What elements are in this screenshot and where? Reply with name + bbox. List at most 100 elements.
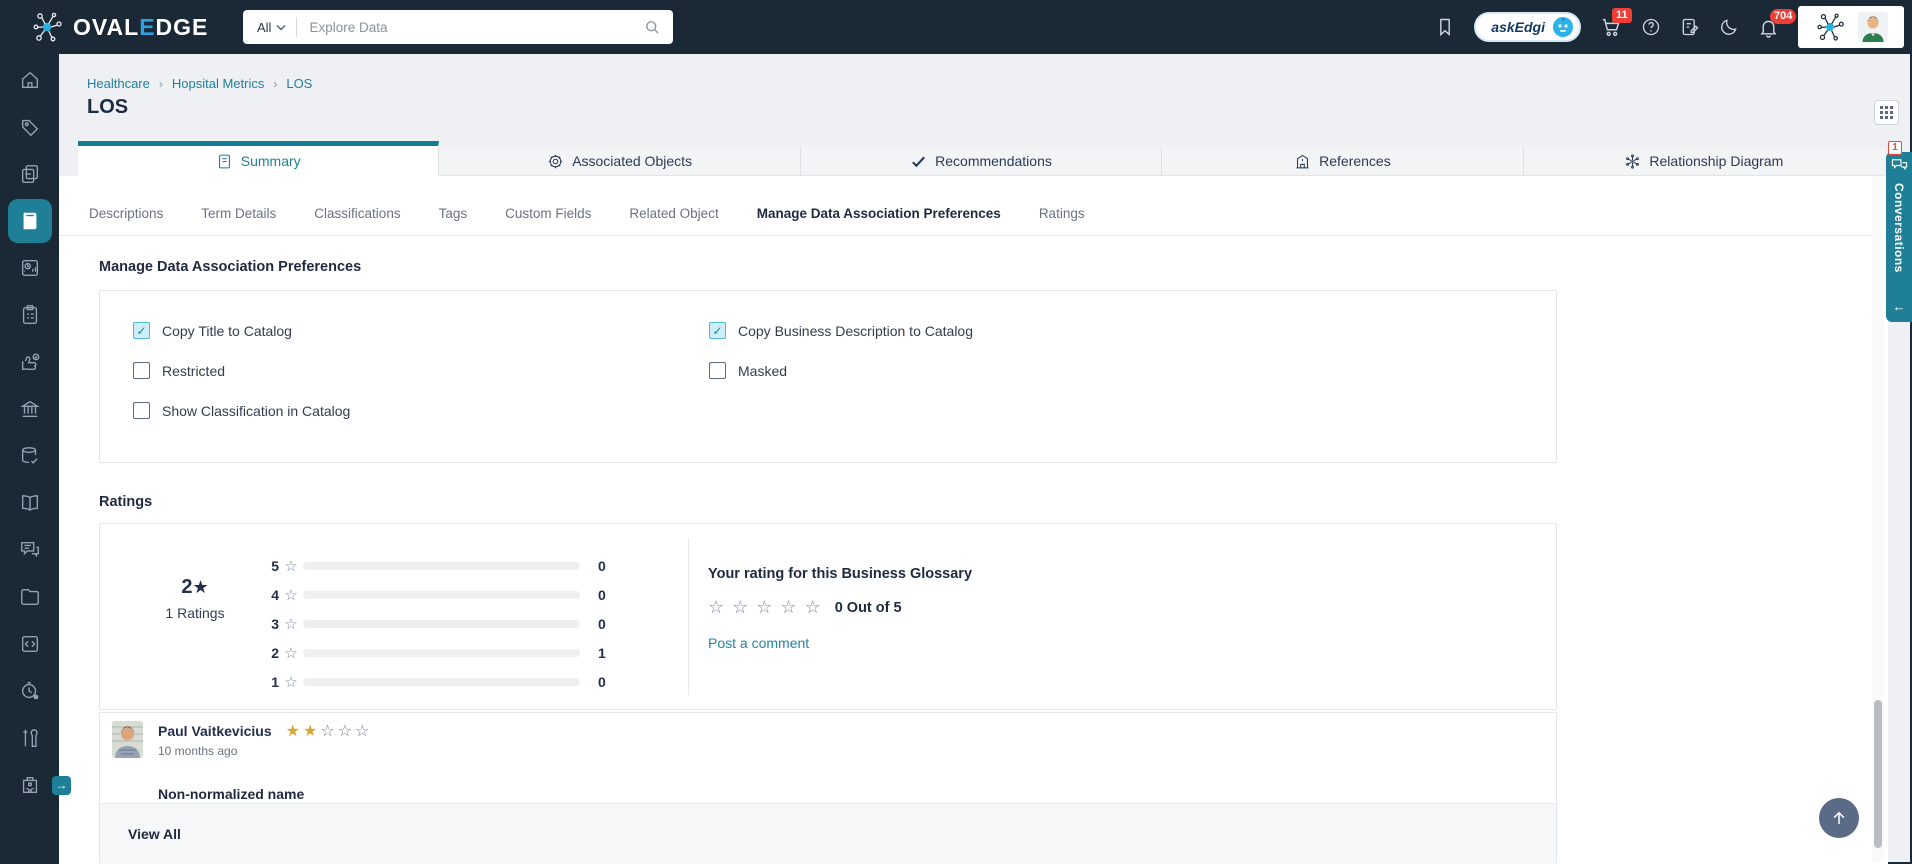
subtab-classifications[interactable]: Classifications (314, 206, 401, 221)
conversations-tab[interactable]: Conversations ← (1886, 152, 1912, 322)
star-icon: ★ (192, 577, 209, 597)
review-main: Paul Vaitkevicius ★★☆☆☆ 10 months ago (158, 721, 372, 758)
sidebar-item-scheduler[interactable] (0, 667, 59, 714)
your-rating-star-5[interactable]: ☆ (804, 597, 821, 617)
reviewer-name[interactable]: Paul Vaitkevicius (158, 723, 272, 739)
review-star-1: ★ (285, 723, 303, 740)
bookmark-icon[interactable] (1435, 17, 1455, 37)
checkbox-restricted[interactable]: ✓Restricted (133, 359, 709, 382)
tools-icon (19, 727, 41, 749)
sidebar-item-tools[interactable] (0, 714, 59, 761)
sidebar-item-governance[interactable] (0, 385, 59, 432)
sidebar-item-data-check[interactable] (0, 432, 59, 479)
subtab-custom-fields[interactable]: Custom Fields (505, 206, 592, 221)
apps-grid-icon[interactable] (1874, 100, 1899, 125)
tab-summary[interactable]: Summary (78, 141, 440, 176)
subtab-descriptions[interactable]: Descriptions (89, 206, 164, 221)
scrollbar-thumb[interactable] (1874, 700, 1882, 848)
notifications-badge: 704 (1770, 8, 1797, 24)
checkbox-icon: ✓ (133, 322, 150, 339)
checkbox-icon: ✓ (133, 402, 150, 419)
vertical-divider (688, 538, 689, 695)
reviewer-avatar (112, 721, 143, 758)
checkbox-copy-title-to-catalog[interactable]: ✓ Copy Title to Catalog (133, 319, 709, 342)
sidebar-item-clipboard[interactable] (0, 291, 59, 338)
documents-icon (19, 163, 41, 185)
ovaledge-logo[interactable]: OVALEDGE (30, 10, 208, 44)
view-all-link[interactable]: View All (128, 826, 181, 842)
search-input[interactable]: Explore Data (309, 19, 388, 35)
left-arrow-icon: ← (1892, 299, 1906, 314)
rating-bar-row-2-star: 2 ☆ 1 (263, 638, 624, 667)
scroll-to-top-button[interactable] (1819, 798, 1859, 838)
breadcrumb-link-los[interactable]: LOS (286, 76, 313, 91)
subtab-ratings[interactable]: Ratings (1038, 206, 1085, 221)
subtab-term-details[interactable]: Term Details (201, 206, 277, 221)
code-icon (19, 633, 41, 655)
ovaledge-logo-icon (30, 10, 64, 44)
your-rating-star-1[interactable]: ☆ (708, 597, 725, 617)
sidebar-item-endorse[interactable] (0, 338, 59, 385)
help-icon[interactable] (1641, 17, 1661, 37)
sidebar-expand-button[interactable]: → (52, 776, 71, 795)
checkbox-show-classification-in-catalog[interactable]: ✓Show Classification in Catalog (133, 399, 709, 422)
breadcrumb-link-hopsital-metrics[interactable]: Hopsital Metrics (171, 76, 265, 91)
feedback-icon[interactable] (1680, 17, 1700, 37)
review-star-rating: ★★☆☆☆ (286, 721, 373, 741)
sidebar-item-documents[interactable] (0, 150, 59, 197)
edgi-robot-icon (1552, 16, 1574, 38)
review-star-5: ☆ (355, 723, 373, 740)
rating-bar-row-5-star: 5 ☆ 0 (263, 551, 624, 580)
sidebar-item-tag[interactable] (0, 103, 59, 150)
breadcrumb: Healthcare › Hopsital Metrics › LOS (87, 76, 312, 91)
your-rating-star-3[interactable]: ☆ (756, 597, 773, 617)
ask-edgi-button[interactable]: askEdgi (1474, 12, 1581, 42)
rating-bar-track (303, 561, 580, 570)
references-icon (1294, 153, 1311, 170)
sidebar-item-folder[interactable] (0, 573, 59, 620)
tab-references[interactable]: References (1162, 147, 1524, 176)
subtab-tags[interactable]: Tags (438, 206, 468, 221)
topbar-actions: askEdgi 11 704 (1435, 0, 1904, 54)
profile-box (1798, 6, 1904, 48)
subtab-manage-data-association-preferences[interactable]: Manage Data Association Preferences (756, 206, 1001, 221)
summary-subtabs: Descriptions Term Details Classifications T… (59, 176, 1888, 236)
search-scope-dropdown[interactable]: All (243, 20, 296, 35)
average-rating-block: 2★ 1 Ratings (130, 576, 260, 621)
user-avatar[interactable] (1858, 12, 1888, 42)
rating-bar-count: 0 (598, 615, 606, 632)
sidebar-item-home[interactable] (0, 56, 59, 103)
tab-recommendations[interactable]: Recommendations (800, 147, 1163, 176)
search-icon[interactable] (643, 18, 673, 36)
review-star-4: ☆ (337, 723, 355, 740)
sidebar-item-reports[interactable] (0, 244, 59, 291)
subtab-related-object[interactable]: Related Object (629, 206, 719, 221)
sidebar-item-organization[interactable] (0, 761, 59, 808)
breadcrumb-link-healthcare[interactable]: Healthcare (87, 76, 150, 91)
tab-relationship-diagram[interactable]: Relationship Diagram (1523, 147, 1885, 176)
sidebar-item-literature[interactable] (0, 479, 59, 526)
rating-bar-count: 0 (598, 557, 606, 574)
checkbox-copy-business-description-to-catalog[interactable]: ✓ Copy Business Description to Catalog (709, 319, 973, 342)
rating-bar-count: 0 (598, 586, 606, 603)
ratings-distribution-chart: 5 ☆ 0 4 ☆ 0 3 ☆ 0 2 ☆ 1 1 ☆ 0 (263, 551, 624, 696)
tab-associated-objects[interactable]: Associated Objects (439, 147, 801, 176)
dark-mode-moon-icon[interactable] (1719, 17, 1739, 37)
cart-icon[interactable]: 11 (1600, 8, 1632, 38)
home-icon (19, 69, 41, 91)
tag-icon (19, 116, 41, 138)
sidebar-item-code[interactable] (0, 620, 59, 667)
review-star-3: ☆ (320, 723, 338, 740)
notifications-bell-icon[interactable]: 704 (1758, 8, 1797, 38)
your-rating-star-4[interactable]: ☆ (780, 597, 797, 617)
star-outline-icon: ☆ (284, 673, 298, 691)
organization-icon (19, 774, 41, 796)
checkbox-masked[interactable]: ✓Masked (709, 359, 973, 382)
post-comment-link[interactable]: Post a comment (708, 635, 810, 651)
sidebar-item-comments[interactable] (0, 526, 59, 573)
your-rating-star-2[interactable]: ☆ (732, 597, 749, 617)
main-tabs: Summary Associated Objects Recommendations… (78, 141, 1885, 176)
scrollbar (1872, 176, 1884, 862)
sidebar-item-glossary[interactable] (0, 197, 59, 244)
conversations-badge: 1 (1888, 141, 1902, 155)
